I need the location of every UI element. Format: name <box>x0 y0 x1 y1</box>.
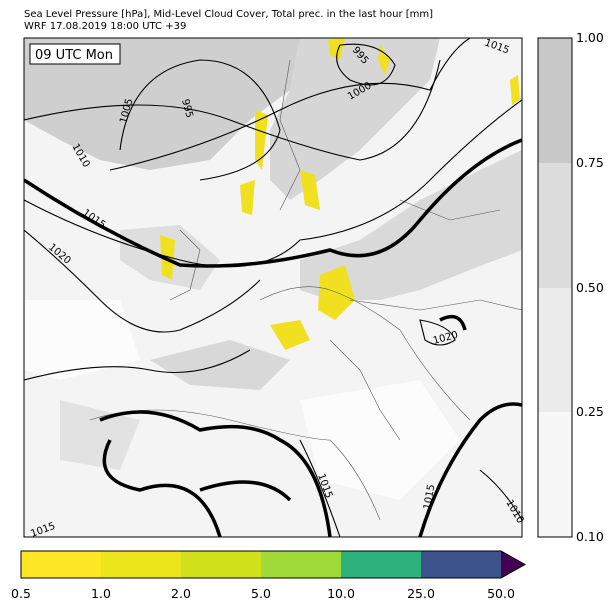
colorbar-tick-label: 0.25 <box>576 404 604 419</box>
colorbar-tick-label: 1.0 <box>91 586 111 601</box>
colorbar-tick-label: 0.75 <box>576 155 604 170</box>
map: 09 UTC Mon 1015 995 1000 1005 995 1010 1… <box>23 37 526 540</box>
title-line: WRF 17.08.2019 18:00 UTC +39 <box>24 21 186 32</box>
time-label: 09 UTC Mon <box>35 48 113 63</box>
colorbar-tick-label: 0.50 <box>576 280 604 295</box>
isobar-label: 1015 <box>422 484 437 511</box>
colorbar-tick-label: 25.0 <box>407 586 435 601</box>
colorbar-tick-label: 10.0 <box>327 586 355 601</box>
isobar-label: 995 <box>179 98 195 119</box>
cloud-colorbar: 0.10 0.25 0.50 0.75 1.00 <box>537 30 604 544</box>
colorbar-tick-label: 50.0 <box>487 586 515 601</box>
colorbar-tick-label: 0.5 <box>11 586 31 601</box>
title-line: Sea Level Pressure [hPa], Mid-Level Clou… <box>24 9 433 20</box>
colorbar-tick-label: 1.00 <box>576 30 604 45</box>
colorbar-tick-label: 2.0 <box>171 586 191 601</box>
colorbar-tick-label: 5.0 <box>251 586 271 601</box>
precip-colorbar: 0.5 1.0 2.0 5.0 10.0 25.0 50.0 <box>11 550 527 601</box>
colorbar-tick-label: 0.10 <box>576 529 604 544</box>
